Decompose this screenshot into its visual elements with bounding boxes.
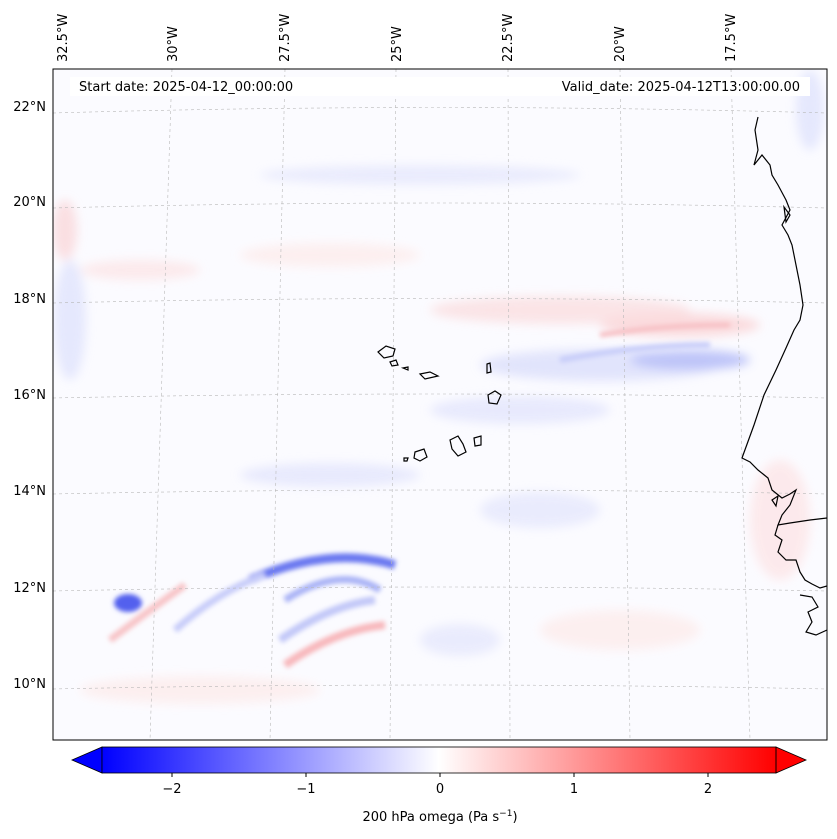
colorbar-tick-label: 0 (436, 782, 444, 797)
african-coastline (741, 116, 827, 636)
lon-label: 25°W (390, 26, 405, 62)
colorbar: −2 −1 0 1 2 200 hPa omega (Pa s−1) (70, 746, 808, 825)
lon-label: 20°W (613, 26, 628, 62)
colorbar-tick-label: −2 (162, 782, 181, 797)
map-frame (52, 68, 828, 741)
lon-label: 17.5°W (724, 14, 739, 62)
header-band (70, 77, 810, 96)
colorbar-frame (101, 746, 777, 774)
lon-label: 30°W (166, 26, 181, 62)
lon-label: 27.5°W (278, 14, 293, 62)
lon-label: 22.5°W (501, 14, 516, 62)
colorbar-label: 200 hPa omega (Pa s−1) (362, 809, 517, 825)
colorbar-extend-min (70, 746, 103, 774)
colorbar-gradient (102, 747, 776, 773)
graticule (53, 69, 827, 740)
colorbar-tick-label: −1 (296, 782, 315, 797)
valid-date-label: Valid_date: 2025-04-12T13:00:00.00 (562, 80, 800, 95)
lat-label: 10°N (13, 677, 46, 692)
latitude-labels: 22°N 20°N 18°N 16°N 14°N 12°N 10°N (13, 100, 46, 692)
omega-field (53, 70, 824, 704)
lat-label: 22°N (13, 100, 46, 115)
colorbar-tick-label: 1 (570, 782, 578, 797)
lat-label: 12°N (13, 581, 46, 596)
lat-label: 14°N (13, 484, 46, 499)
lat-label: 20°N (13, 195, 46, 210)
map-panel: Start date: 2025-04-12_00:00:00 Valid_da… (53, 69, 827, 740)
colorbar-extend-max (775, 746, 808, 774)
colorbar-tick-label: 2 (704, 782, 712, 797)
lat-label: 18°N (13, 292, 46, 307)
colorbar-ticks (171, 773, 709, 777)
longitude-labels: 32.5°W 30°W 27.5°W 25°W 22.5°W 20°W 17.5… (56, 14, 739, 62)
lon-label: 32.5°W (56, 14, 71, 62)
cape-verde-islands (377, 345, 502, 462)
lat-label: 16°N (13, 388, 46, 403)
start-date-label: Start date: 2025-04-12_00:00:00 (79, 80, 293, 95)
